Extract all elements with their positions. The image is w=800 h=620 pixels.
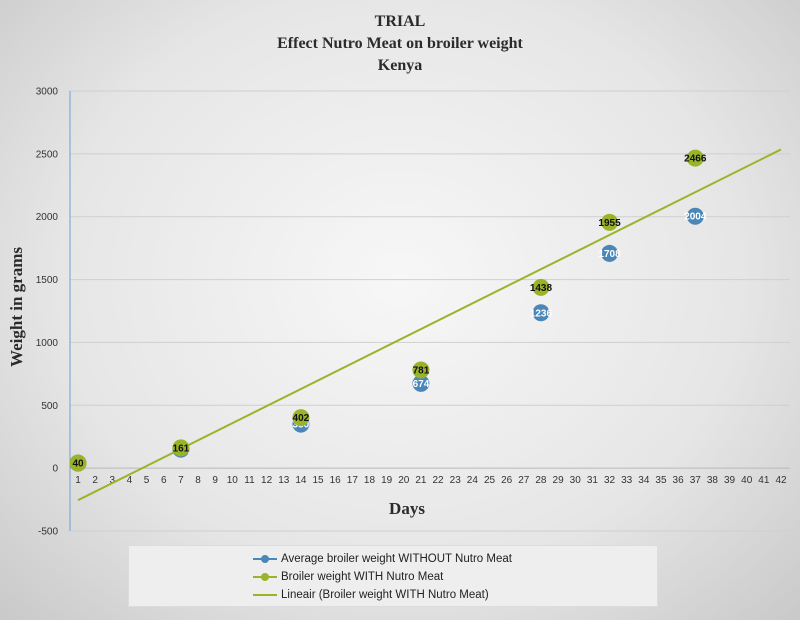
- legend-item-with: Broiler weight WITH Nutro Meat: [253, 568, 443, 586]
- x-tick-label: 1: [75, 475, 81, 486]
- y-tick-labels: -500 0 500 1000 1500 2000 2500 3000: [36, 87, 59, 538]
- x-tick-label: 11: [244, 475, 255, 486]
- without-data-label: 1236: [530, 308, 553, 319]
- x-axis-title: Days: [389, 499, 425, 518]
- x-tick-label: 41: [758, 475, 770, 486]
- x-tick-label: 5: [144, 475, 150, 486]
- legend-marker-line-circle-icon: [253, 573, 277, 581]
- x-tick-label: 20: [398, 475, 410, 486]
- without-point: [532, 304, 550, 322]
- legend-item-without: Average broiler weight WITHOUT Nutro Mea…: [253, 550, 512, 568]
- legend-label-trendline: Lineair (Broiler weight WITH Nutro Meat): [281, 589, 489, 601]
- x-tick-label: 7: [178, 475, 184, 486]
- x-tick-label: 18: [364, 475, 376, 486]
- y-axis-title: Weight in grams: [7, 247, 26, 367]
- y-tick-label: 2500: [36, 149, 59, 160]
- with-point: [601, 213, 619, 231]
- without-point: [601, 244, 619, 262]
- with-point: [686, 149, 704, 167]
- with-data-label: 161: [173, 443, 190, 454]
- legend-item-trendline: Lineair (Broiler weight WITH Nutro Meat): [253, 586, 489, 604]
- x-tick-label: 38: [707, 475, 719, 486]
- x-tick-label: 34: [638, 475, 650, 486]
- with-data-label: 1438: [530, 283, 553, 294]
- x-tick-label: 4: [127, 475, 133, 486]
- y-tick-label: 1000: [36, 338, 59, 349]
- y-tick-label: 1500: [36, 275, 59, 286]
- with-point: [292, 409, 310, 427]
- x-tick-label: 12: [261, 475, 273, 486]
- x-tick-label: 39: [724, 475, 736, 486]
- with-data-label: 402: [293, 413, 310, 424]
- chart-title-line-3: Kenya: [378, 57, 422, 74]
- x-tick-label: 21: [415, 475, 427, 486]
- x-tick-label: 25: [484, 475, 496, 486]
- x-tick-label: 17: [347, 475, 359, 486]
- x-tick-label: 26: [501, 475, 513, 486]
- without-data-label: 2004: [684, 212, 707, 223]
- chart-title: TRIAL Effect Nutro Meat on broiler weight…: [277, 13, 523, 74]
- legend-label-with: Broiler weight WITH Nutro Meat: [281, 571, 444, 583]
- x-tick-label: 29: [553, 475, 565, 486]
- x-tick-label: 14: [295, 475, 307, 486]
- without-point: [686, 207, 704, 225]
- x-tick-label: 42: [775, 475, 787, 486]
- data-points: 4015135067412361708200440161402781143819…: [69, 149, 707, 472]
- x-tick-label: 36: [673, 475, 685, 486]
- y-tick-label: -500: [38, 527, 58, 538]
- x-tick-label: 31: [587, 475, 599, 486]
- with-point: [69, 454, 87, 472]
- x-tick-label: 13: [278, 475, 290, 486]
- x-tick-label: 22: [433, 475, 445, 486]
- x-tick-label: 24: [467, 475, 479, 486]
- x-tick-label: 16: [330, 475, 342, 486]
- x-tick-label: 3: [110, 475, 116, 486]
- trendline-line: [77, 148, 782, 502]
- without-data-label: 674: [413, 379, 430, 390]
- x-tick-label: 15: [312, 475, 324, 486]
- with-point: [412, 361, 430, 379]
- chart-title-line-1: TRIAL: [375, 13, 426, 30]
- x-tick-label: 27: [518, 475, 530, 486]
- x-tick-labels: 1 2 3 4 5 6 7 8 9 10 11 12 13 14 15 16 17 18 19 20 21 22 23 24 2…: [75, 475, 787, 486]
- x-tick-label: 2: [92, 475, 98, 486]
- grid-lines: [70, 90, 790, 532]
- without-point: [412, 374, 430, 392]
- legend-marker-line-icon: [253, 594, 277, 596]
- with-data-label: 781: [413, 365, 430, 376]
- with-point: [532, 278, 550, 296]
- x-tick-label: 37: [690, 475, 702, 486]
- chart-title-line-2: Effect Nutro Meat on broiler weight: [277, 35, 523, 52]
- without-data-label: 1708: [598, 249, 621, 260]
- x-tick-label: 9: [212, 475, 218, 486]
- x-tick-label: 33: [621, 475, 633, 486]
- legend: Average broiler weight WITHOUT Nutro Mea…: [128, 545, 658, 607]
- x-tick-label: 35: [655, 475, 667, 486]
- x-tick-label: 23: [450, 475, 462, 486]
- with-point: [172, 439, 190, 457]
- y-tick-label: 3000: [36, 87, 59, 98]
- x-tick-label: 32: [604, 475, 616, 486]
- legend-label-without: Average broiler weight WITHOUT Nutro Mea…: [281, 553, 512, 565]
- with-data-label: 2466: [684, 154, 707, 165]
- legend-marker-line-circle-icon: [253, 555, 277, 563]
- y-tick-label: 2000: [36, 212, 59, 223]
- trendline: [77, 148, 782, 502]
- with-data-label: 1955: [598, 218, 621, 229]
- y-tick-label: 0: [52, 464, 58, 475]
- x-tick-label: 10: [227, 475, 239, 486]
- x-tick-label: 28: [535, 475, 547, 486]
- x-tick-label: 6: [161, 475, 167, 486]
- with-data-label: 40: [72, 459, 84, 470]
- y-tick-label: 500: [41, 401, 58, 412]
- x-tick-label: 19: [381, 475, 393, 486]
- x-tick-label: 30: [570, 475, 582, 486]
- x-tick-label: 40: [741, 475, 753, 486]
- x-tick-label: 8: [195, 475, 201, 486]
